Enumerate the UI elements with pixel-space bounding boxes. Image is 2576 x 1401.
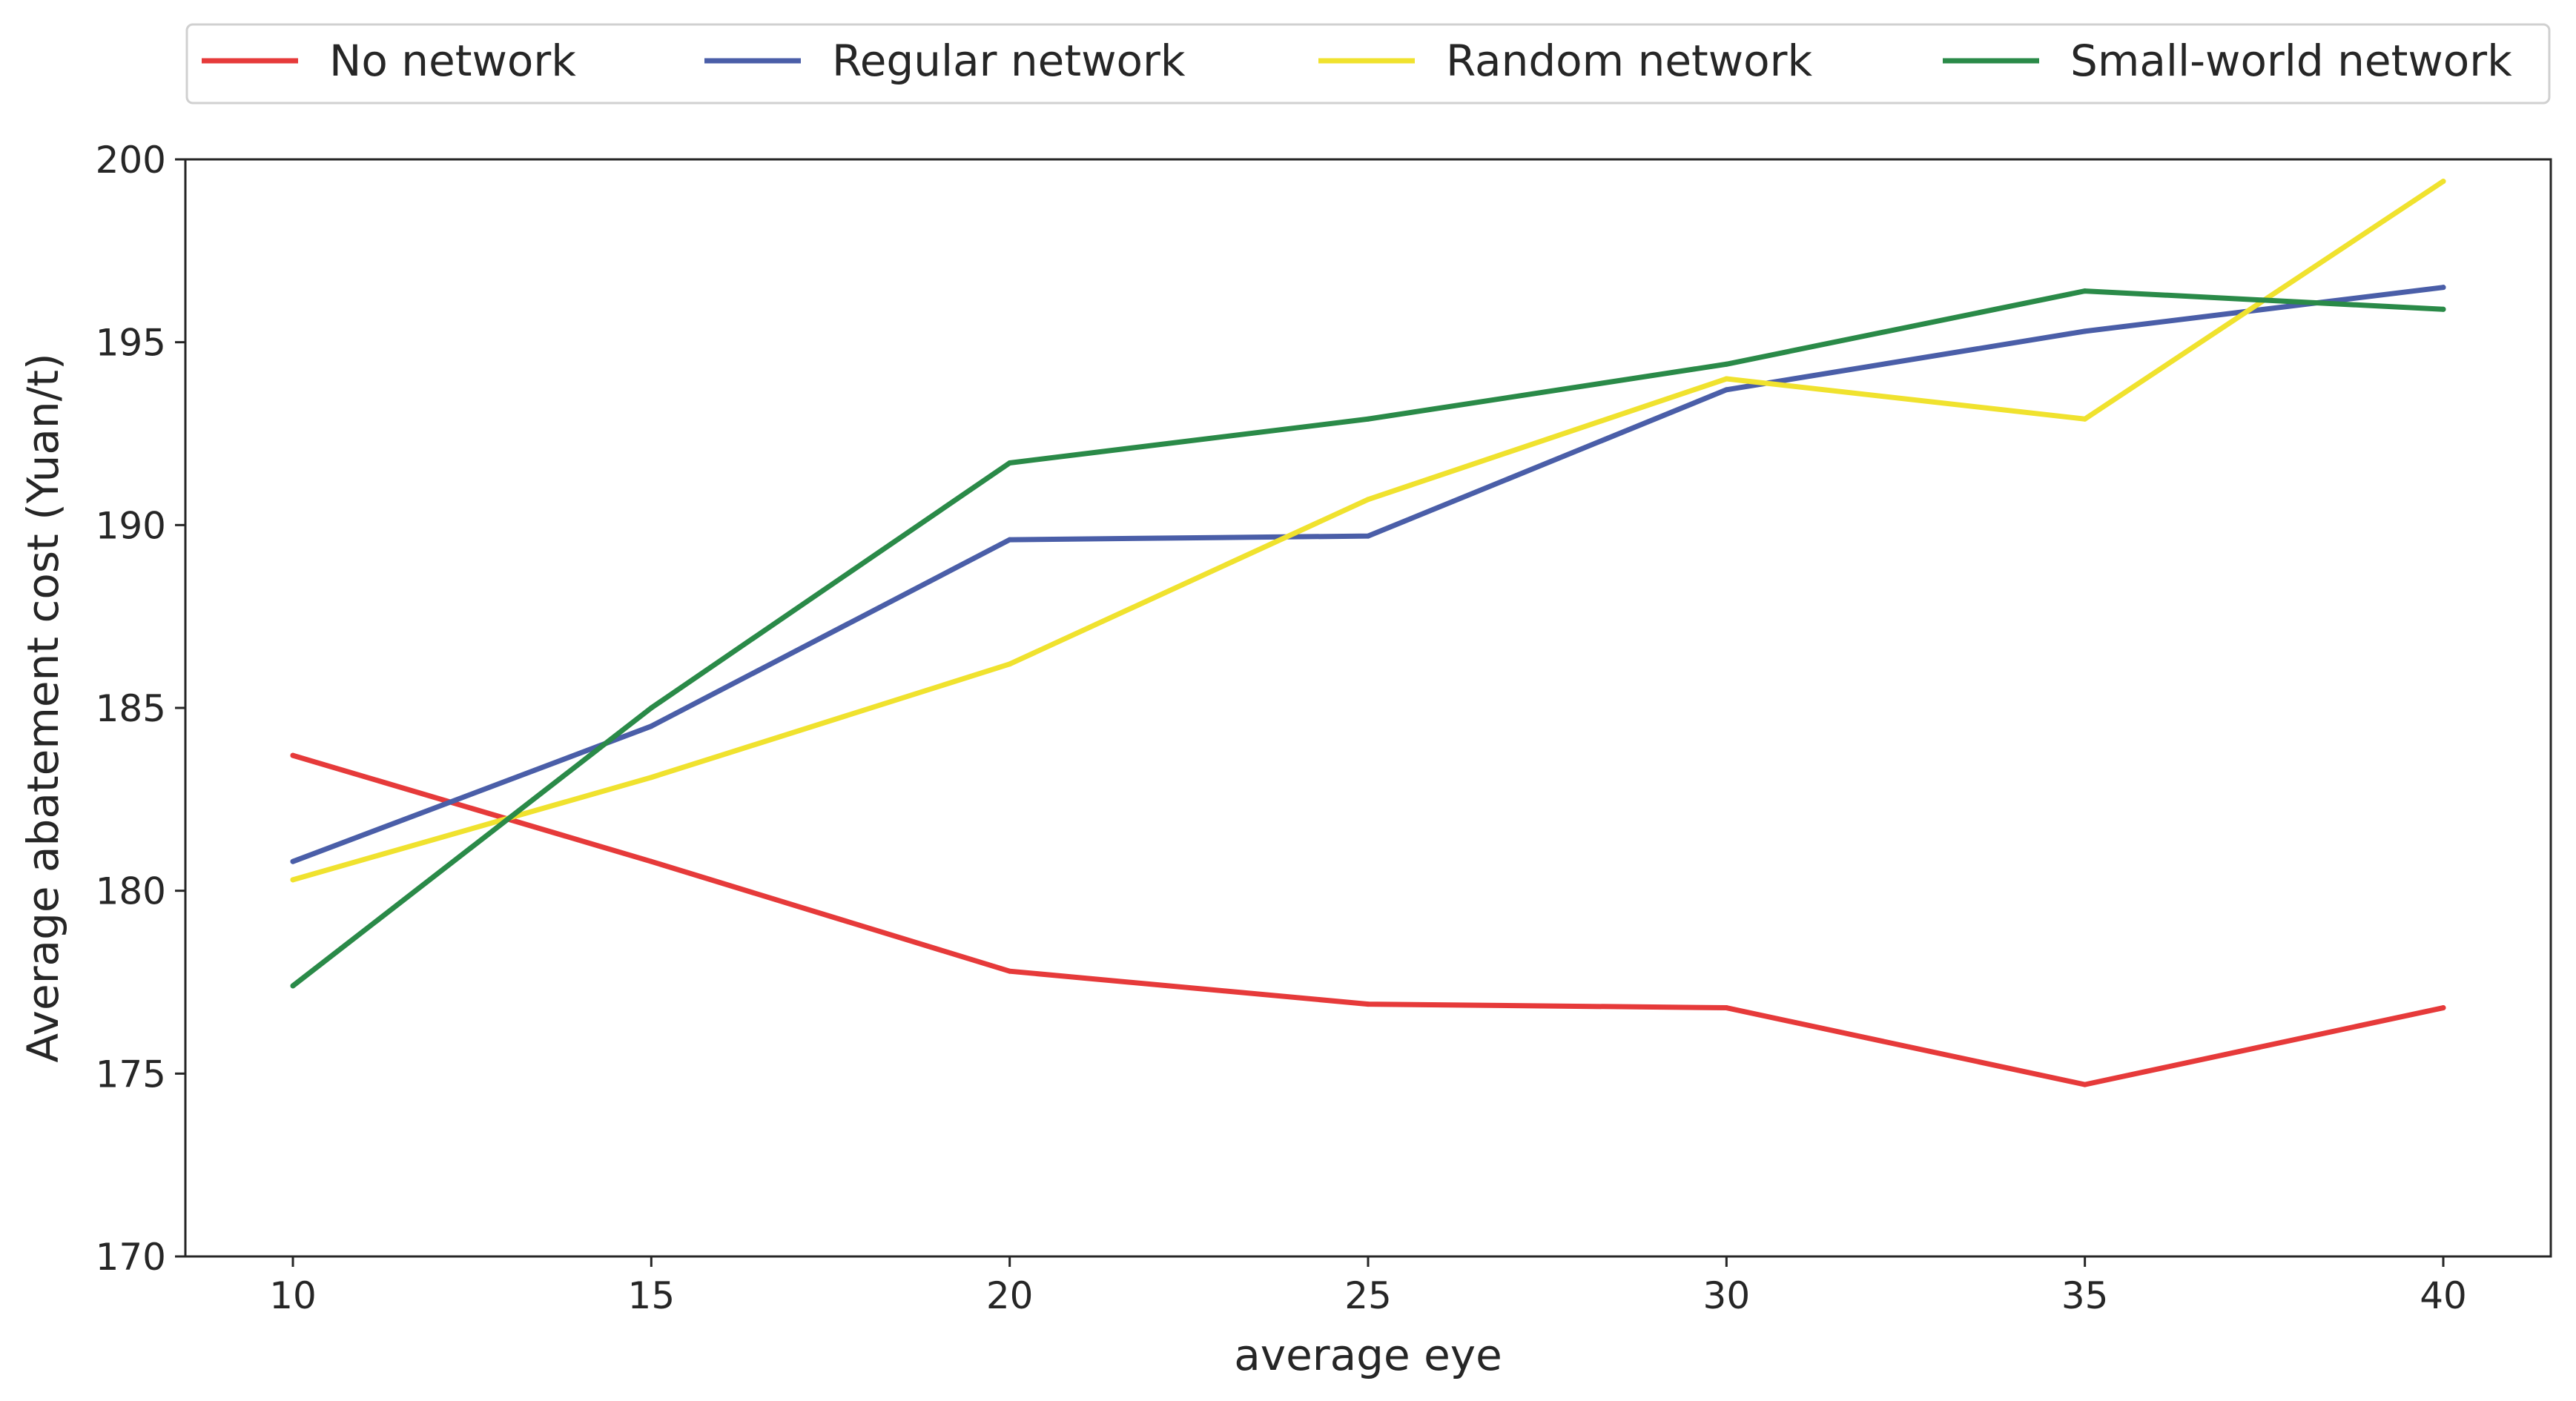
data-point — [1365, 1001, 1371, 1007]
legend-item: No network — [202, 36, 576, 86]
data-point — [2440, 306, 2446, 312]
series-line — [290, 179, 2446, 883]
series-2 — [290, 179, 2446, 883]
x-tick-label: 20 — [986, 1274, 1034, 1317]
data-point — [1007, 460, 1013, 466]
series-3 — [290, 288, 2446, 989]
data-point — [648, 723, 654, 729]
data-point — [648, 705, 654, 711]
legend-item: Regular network — [704, 36, 1186, 86]
x-tick-label: 40 — [2420, 1274, 2467, 1317]
series-1 — [290, 285, 2446, 864]
data-point — [1365, 533, 1371, 539]
data-point — [290, 858, 296, 864]
y-tick-label: 200 — [96, 139, 166, 182]
x-tick-label: 10 — [269, 1274, 317, 1317]
data-point — [1723, 361, 1729, 367]
series-layer — [290, 179, 2446, 1087]
legend-label: Random network — [1446, 36, 1813, 86]
x-axis-label: average eye — [1234, 1330, 1502, 1380]
data-point — [2082, 328, 2088, 334]
data-point — [2082, 288, 2088, 294]
data-point — [1007, 661, 1013, 667]
data-point — [1007, 537, 1013, 543]
legend-label: Small-world network — [2070, 36, 2512, 86]
x-tick-label: 25 — [1344, 1274, 1392, 1317]
y-tick-label: 190 — [96, 504, 166, 547]
legend-item: Small-world network — [1943, 36, 2512, 86]
legend-label: No network — [329, 36, 576, 86]
series-line — [290, 285, 2446, 864]
data-point — [648, 858, 654, 864]
y-tick-label: 195 — [96, 322, 166, 365]
x-axis: 10 15 20 25 30 35 40 — [269, 1256, 2467, 1317]
data-point — [1365, 497, 1371, 503]
y-axis: 170 175 180 185 190 195 200 — [96, 139, 185, 1279]
series-0 — [290, 752, 2446, 1087]
plot-area — [184, 158, 2552, 1258]
data-point — [2440, 179, 2446, 185]
y-tick-label: 170 — [96, 1236, 166, 1279]
legend-item: Random network — [1318, 36, 1813, 86]
y-tick-label: 175 — [96, 1053, 166, 1096]
y-tick-label: 180 — [96, 870, 166, 913]
data-point — [1723, 1005, 1729, 1011]
y-tick-label: 185 — [96, 687, 166, 730]
data-point — [290, 877, 296, 883]
data-point — [2440, 1005, 2446, 1011]
series-line — [290, 752, 2446, 1087]
legend-box — [185, 23, 2551, 105]
data-point — [1723, 387, 1729, 393]
legend: No network Regular network Random network S… — [185, 23, 2551, 105]
data-point — [290, 983, 296, 989]
data-point — [1007, 968, 1013, 974]
data-point — [2440, 285, 2446, 291]
plot-border — [184, 158, 2552, 1258]
data-point — [290, 752, 296, 758]
data-point — [2082, 416, 2088, 422]
x-tick-label: 15 — [628, 1274, 676, 1317]
data-point — [1365, 416, 1371, 422]
data-point — [648, 775, 654, 781]
x-tick-label: 35 — [2061, 1274, 2109, 1317]
data-point — [2082, 1082, 2088, 1087]
legend-label: Regular network — [832, 36, 1186, 86]
data-point — [1723, 376, 1729, 382]
y-axis-label: Average abatement cost (Yuan/t) — [18, 353, 68, 1062]
x-tick-label: 30 — [1703, 1274, 1751, 1317]
